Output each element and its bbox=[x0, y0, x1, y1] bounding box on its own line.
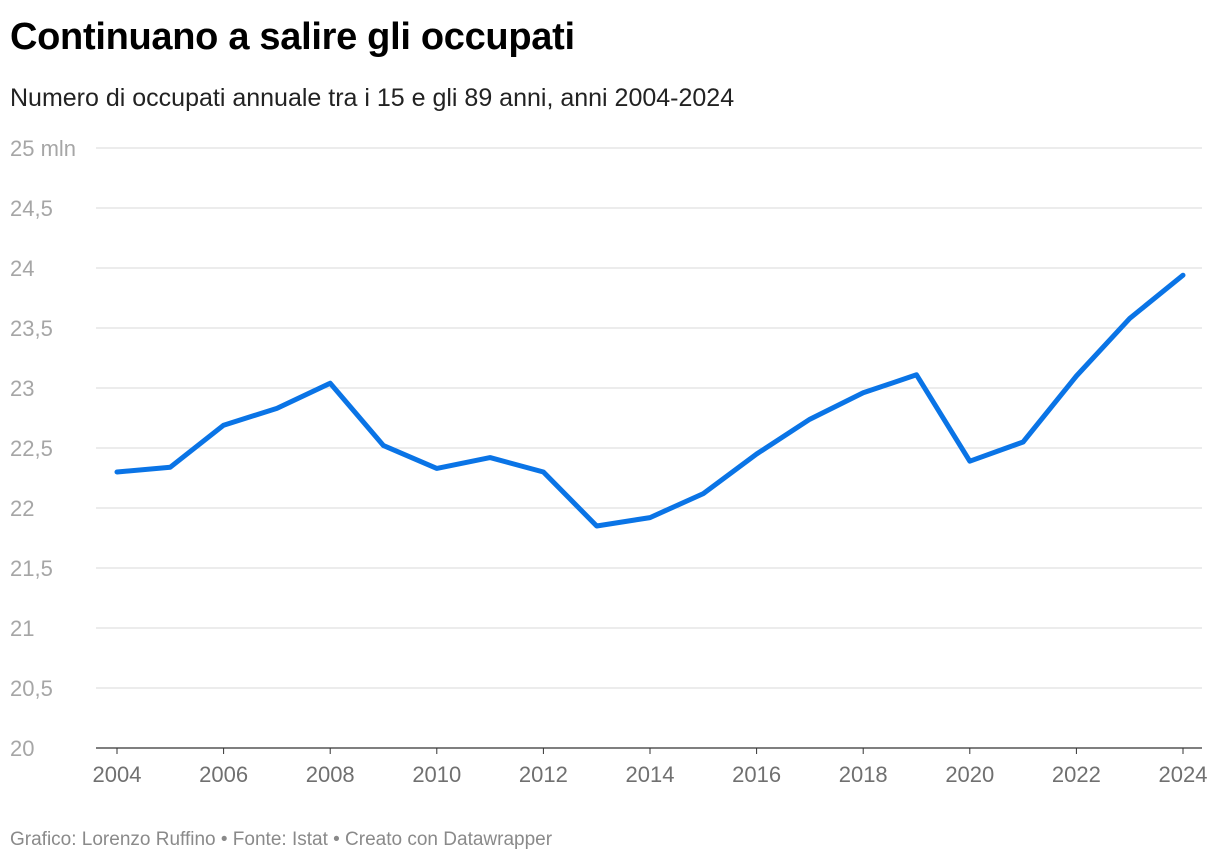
y-tick-label: 24,5 bbox=[10, 196, 53, 221]
x-tick-label: 2010 bbox=[412, 762, 461, 787]
data-point-2008 bbox=[328, 381, 333, 386]
y-tick-label: 23 bbox=[10, 376, 34, 401]
data-point-2007 bbox=[274, 406, 279, 411]
y-tick-label: 22 bbox=[10, 496, 34, 521]
data-point-2024 bbox=[1181, 273, 1186, 278]
x-tick-label: 2022 bbox=[1052, 762, 1101, 787]
data-point-2014 bbox=[648, 515, 653, 520]
y-tick-label: 20 bbox=[10, 736, 34, 761]
data-point-2009 bbox=[381, 443, 386, 448]
x-tick-label: 2018 bbox=[839, 762, 888, 787]
x-tick-label: 2024 bbox=[1159, 762, 1208, 787]
data-point-2018 bbox=[861, 390, 866, 395]
series-line-occupati bbox=[114, 272, 1186, 529]
data-point-2005 bbox=[168, 465, 173, 470]
y-tick-label: 24 bbox=[10, 256, 34, 281]
data-point-2016 bbox=[754, 452, 759, 457]
chart-title: Continuano a salire gli occupati bbox=[10, 16, 575, 58]
data-point-2019 bbox=[914, 372, 919, 377]
y-axis-ticks: 20 20,5 21 21,5 22 22,5 23 23,5 24 24,5 25 mln bbox=[10, 136, 76, 761]
y-tick-label: 25 mln bbox=[10, 136, 76, 161]
data-point-2010 bbox=[434, 466, 439, 471]
data-point-2021 bbox=[1021, 440, 1026, 445]
x-tick-label: 2016 bbox=[732, 762, 781, 787]
data-point-2011 bbox=[488, 455, 493, 460]
series-layer bbox=[114, 272, 1186, 529]
y-tick-label: 23,5 bbox=[10, 316, 53, 341]
x-tick-label: 2004 bbox=[93, 762, 142, 787]
data-point-2017 bbox=[807, 417, 812, 422]
chart-footer-credit: Grafico: Lorenzo Ruffino • Fonte: Istat … bbox=[10, 829, 553, 850]
data-point-2022 bbox=[1074, 374, 1079, 379]
data-point-2015 bbox=[701, 491, 706, 496]
x-tick-label: 2008 bbox=[306, 762, 355, 787]
data-point-2023 bbox=[1127, 316, 1132, 321]
y-tick-label: 21,5 bbox=[10, 556, 53, 581]
chart-subtitle: Numero di occupati annuale tra i 15 e gl… bbox=[10, 84, 735, 112]
x-axis-ticks: 2004 2006 2008 2010 2012 2014 2016 2018 2020 2022… bbox=[93, 748, 1208, 787]
data-point-2013 bbox=[594, 524, 599, 529]
y-tick-label: 20,5 bbox=[10, 676, 53, 701]
y-tick-label: 22,5 bbox=[10, 436, 53, 461]
data-point-2012 bbox=[541, 470, 546, 475]
data-point-2006 bbox=[221, 423, 226, 428]
data-point-2004 bbox=[115, 470, 120, 475]
data-point-2020 bbox=[967, 459, 972, 464]
x-tick-label: 2014 bbox=[626, 762, 675, 787]
x-tick-label: 2006 bbox=[199, 762, 248, 787]
x-tick-label: 2012 bbox=[519, 762, 568, 787]
x-tick-label: 2020 bbox=[945, 762, 994, 787]
y-tick-label: 21 bbox=[10, 616, 34, 641]
gridlines bbox=[96, 147, 1202, 749]
